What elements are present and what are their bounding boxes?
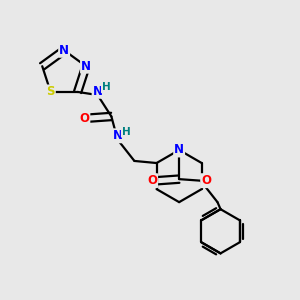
- Text: O: O: [80, 112, 89, 124]
- Text: H: H: [122, 127, 130, 137]
- Text: N: N: [93, 85, 103, 98]
- Text: N: N: [112, 129, 122, 142]
- Text: O: O: [201, 174, 211, 187]
- Text: N: N: [59, 44, 69, 57]
- Text: H: H: [102, 82, 110, 92]
- Text: O: O: [147, 174, 157, 187]
- Text: S: S: [46, 85, 55, 98]
- Text: N: N: [81, 60, 91, 73]
- Text: N: N: [174, 143, 184, 157]
